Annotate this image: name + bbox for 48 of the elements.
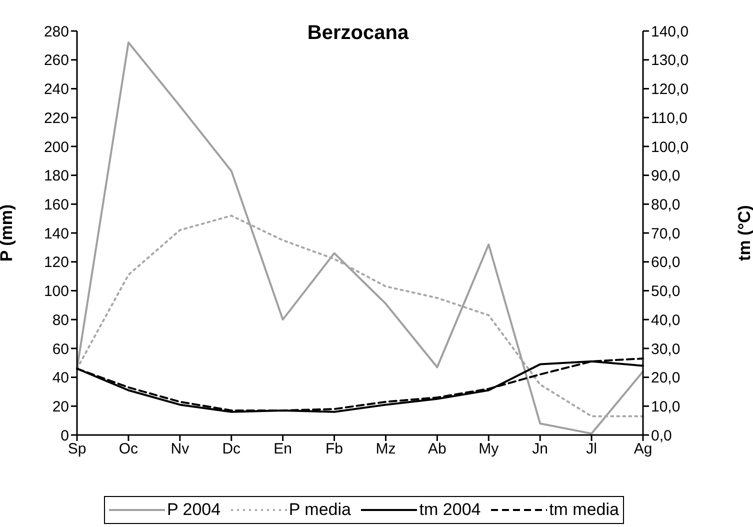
y-tick-label: 280 [44, 23, 69, 40]
y-tick-label: 0 [60, 427, 69, 444]
y-tick-label: 240 [44, 81, 69, 98]
y-tick-label: 220 [44, 110, 69, 127]
y-tick-label: 120 [44, 254, 69, 272]
y2-tick-label: 50,0 [651, 283, 680, 300]
legend-label: tm media [549, 500, 619, 520]
x-tick-label: Oc [118, 440, 139, 458]
x-tick-label: Sp [68, 440, 86, 458]
legend-label: P 2004 [167, 500, 221, 520]
legend-label: P media [288, 500, 351, 520]
x-tick-label: Jl [586, 440, 597, 458]
y2-tick-label: 70,0 [651, 225, 680, 242]
x-tick-label: My [478, 440, 500, 458]
y-axis-title: P (mm) [0, 204, 16, 262]
y2-tick-label: 30,0 [651, 340, 680, 358]
y-tick-label: 260 [44, 52, 69, 70]
x-tick-label: Ag [634, 440, 652, 458]
y2-tick-label: 130,0 [651, 52, 689, 70]
legend-label: tm 2004 [419, 500, 481, 520]
y2-tick-label: 10,0 [651, 398, 680, 416]
y2-tick-label: 100,0 [651, 138, 689, 156]
x-tick-label: Jn [532, 440, 548, 458]
y2-tick-label: 0,0 [651, 427, 672, 444]
x-tick-label: En [274, 440, 292, 458]
y2-tick-label: 80,0 [651, 196, 680, 214]
chart-title: Berzocana [306, 22, 410, 45]
y-tick-label: 60 [52, 340, 69, 358]
y-tick-label: 100 [44, 283, 69, 300]
y-tick-label: 80 [52, 312, 69, 329]
y-tick-label: 200 [44, 138, 69, 156]
y-tick-label: 180 [44, 168, 69, 185]
y-tick-label: 40 [52, 370, 69, 387]
x-tick-label: Dc [222, 440, 242, 458]
y2-tick-label: 140,0 [651, 23, 689, 40]
x-tick-label: Ab [428, 440, 446, 458]
y-tick-label: 20 [52, 398, 69, 416]
y2-tick-label: 120,0 [651, 81, 689, 98]
y-tick-label: 140 [44, 225, 69, 242]
x-tick-label: Nv [170, 440, 190, 458]
x-tick-label: Fb [326, 440, 344, 458]
x-tick-label: Mz [376, 440, 396, 458]
y2-tick-label: 40,0 [651, 312, 680, 329]
y2-tick-label: 110,0 [651, 110, 688, 127]
y2-tick-label: 20,0 [651, 370, 680, 387]
y2-tick-label: 90,0 [651, 168, 680, 185]
y2-tick-label: 60,0 [651, 254, 680, 272]
y-tick-label: 160 [44, 196, 69, 214]
